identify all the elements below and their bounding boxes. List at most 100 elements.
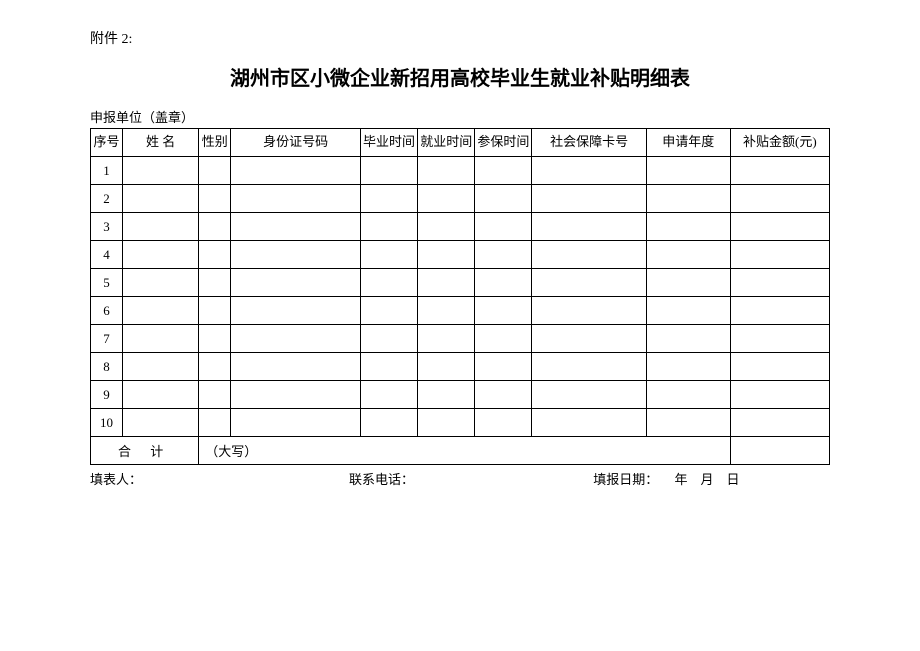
table-cell	[123, 325, 199, 353]
table-cell	[475, 297, 532, 325]
table-row: 1	[91, 157, 830, 185]
table-cell	[123, 409, 199, 437]
filler-label: 填表人：	[90, 469, 349, 488]
table-cell	[231, 269, 361, 297]
table-row: 8	[91, 353, 830, 381]
table-cell	[123, 213, 199, 241]
col-ins-time: 参保时间	[475, 129, 532, 157]
table-cell	[730, 353, 829, 381]
table-cell	[475, 325, 532, 353]
table-cell	[646, 241, 730, 269]
table-cell	[418, 213, 475, 241]
table-cell	[199, 157, 231, 185]
table-cell	[475, 241, 532, 269]
table-cell	[123, 269, 199, 297]
table-cell	[730, 325, 829, 353]
table-cell	[646, 269, 730, 297]
phone-label: 联系电话：	[349, 469, 593, 488]
table-cell	[418, 185, 475, 213]
table-cell	[418, 241, 475, 269]
table-cell	[418, 409, 475, 437]
table-cell	[532, 297, 646, 325]
table-cell	[123, 297, 199, 325]
row-seq: 5	[91, 269, 123, 297]
row-seq: 2	[91, 185, 123, 213]
table-cell	[532, 409, 646, 437]
table-cell	[646, 297, 730, 325]
table-cell	[231, 409, 361, 437]
table-cell	[475, 381, 532, 409]
row-seq: 1	[91, 157, 123, 185]
table-cell	[475, 213, 532, 241]
col-id-number: 身份证号码	[231, 129, 361, 157]
subsidy-table: 序号 姓 名 性别 身份证号码 毕业时间 就业时间 参保时间 社会保障卡号 申请…	[90, 128, 830, 465]
row-seq: 6	[91, 297, 123, 325]
table-cell	[123, 381, 199, 409]
table-cell	[231, 185, 361, 213]
col-amount: 补贴金额(元)	[730, 129, 829, 157]
table-cell	[360, 325, 417, 353]
table-cell	[532, 241, 646, 269]
col-gender: 性别	[199, 129, 231, 157]
table-row: 5	[91, 269, 830, 297]
page-title: 湖州市区小微企业新招用高校毕业生就业补贴明细表	[90, 62, 830, 91]
table-cell	[730, 213, 829, 241]
table-row: 10	[91, 409, 830, 437]
table-cell	[418, 297, 475, 325]
table-row: 9	[91, 381, 830, 409]
table-row: 3	[91, 213, 830, 241]
table-cell	[730, 241, 829, 269]
table-cell	[532, 157, 646, 185]
table-cell	[532, 213, 646, 241]
table-cell	[199, 241, 231, 269]
table-cell	[532, 269, 646, 297]
table-cell	[730, 297, 829, 325]
table-cell	[123, 185, 199, 213]
table-cell	[360, 297, 417, 325]
table-cell	[646, 185, 730, 213]
table-cell	[730, 157, 829, 185]
date-label: 填报日期： 年 月 日	[593, 469, 830, 488]
table-cell	[231, 157, 361, 185]
table-cell	[646, 213, 730, 241]
table-cell	[360, 157, 417, 185]
total-label: 合 计	[91, 437, 199, 465]
table-cell	[199, 185, 231, 213]
table-header-row: 序号 姓 名 性别 身份证号码 毕业时间 就业时间 参保时间 社会保障卡号 申请…	[91, 129, 830, 157]
table-row: 2	[91, 185, 830, 213]
row-seq: 10	[91, 409, 123, 437]
table-cell	[646, 381, 730, 409]
col-emp-time: 就业时间	[418, 129, 475, 157]
table-cell	[231, 297, 361, 325]
daxie-cell: （大写）	[199, 437, 730, 465]
table-cell	[730, 381, 829, 409]
col-ss-card: 社会保障卡号	[532, 129, 646, 157]
table-cell	[475, 185, 532, 213]
total-row: 合 计 （大写）	[91, 437, 830, 465]
table-cell	[418, 157, 475, 185]
table-cell	[360, 241, 417, 269]
total-amount-cell	[730, 437, 829, 465]
table-cell	[475, 157, 532, 185]
row-seq: 9	[91, 381, 123, 409]
attachment-label: 附件 2:	[90, 28, 830, 48]
table-cell	[199, 213, 231, 241]
table-cell	[475, 409, 532, 437]
table-cell	[646, 157, 730, 185]
table-cell	[360, 381, 417, 409]
row-seq: 7	[91, 325, 123, 353]
footer-row: 填表人： 联系电话： 填报日期： 年 月 日	[90, 469, 830, 488]
table-cell	[231, 353, 361, 381]
table-cell	[646, 409, 730, 437]
table-cell	[360, 269, 417, 297]
table-cell	[418, 353, 475, 381]
col-name: 姓 名	[123, 129, 199, 157]
table-cell	[730, 269, 829, 297]
table-cell	[646, 353, 730, 381]
table-cell	[475, 269, 532, 297]
table-cell	[360, 353, 417, 381]
table-cell	[418, 269, 475, 297]
table-cell	[360, 185, 417, 213]
table-cell	[199, 325, 231, 353]
table-row: 6	[91, 297, 830, 325]
